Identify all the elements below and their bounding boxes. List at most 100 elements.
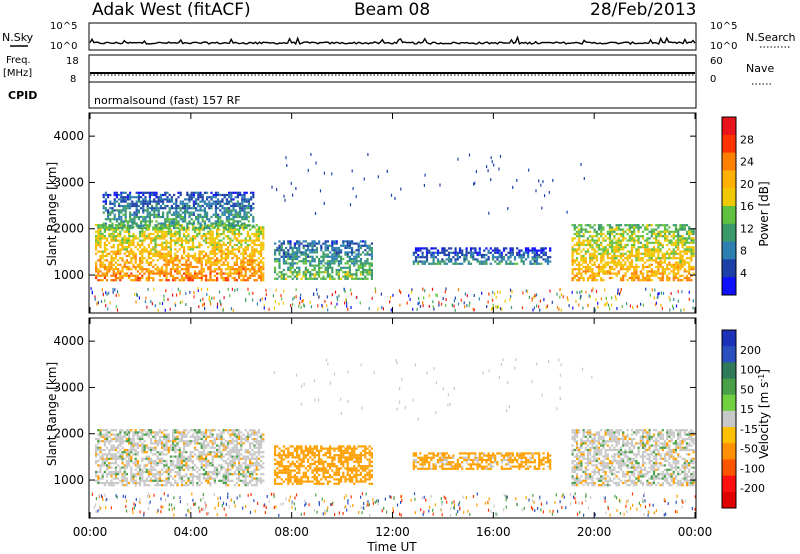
scatter-cell xyxy=(125,265,128,269)
scatter-cell xyxy=(195,215,198,219)
scatter-cell xyxy=(657,230,660,233)
scatter-cell xyxy=(132,254,135,258)
scatter-cell xyxy=(344,244,347,247)
ground-scatter-cell xyxy=(245,298,247,301)
scatter-cell xyxy=(109,224,112,227)
scatter-cell xyxy=(611,257,614,260)
scatter-cell xyxy=(106,459,109,463)
scatter-cell xyxy=(282,251,285,254)
scatter-cell xyxy=(151,204,154,208)
scatter-cell xyxy=(362,271,365,274)
ground-scatter-cell xyxy=(597,301,599,305)
scatter-cell xyxy=(211,246,214,249)
scatter-cell xyxy=(188,211,191,214)
scatter-cell xyxy=(120,193,123,197)
scatter-cell xyxy=(174,243,177,247)
scatter-cell xyxy=(289,262,292,265)
scatter-cell xyxy=(617,261,620,264)
scatter-cell xyxy=(348,268,351,272)
scatter-cell xyxy=(262,246,265,249)
scatter-cell xyxy=(142,200,145,203)
scatter-cell xyxy=(608,232,612,236)
scatter-cell xyxy=(578,228,581,231)
scatter-cell xyxy=(121,440,124,443)
scatter-cell xyxy=(571,276,574,280)
scatter-cell xyxy=(176,473,179,476)
scatter-cell xyxy=(147,455,150,458)
ground-scatter-cell xyxy=(509,297,511,301)
scatter-cell xyxy=(103,246,106,249)
ground-scatter-cell xyxy=(330,301,332,305)
scatter-cell xyxy=(117,433,120,436)
scatter-cell xyxy=(132,265,135,269)
scatter-cell xyxy=(540,247,543,250)
scatter-cell xyxy=(425,258,429,261)
ground-scatter-cell xyxy=(163,294,165,298)
scatter-cell xyxy=(112,433,115,436)
scatter-cell xyxy=(121,246,124,249)
scatter-cell xyxy=(145,451,148,454)
scatter-cell xyxy=(214,200,217,203)
scatter-cell xyxy=(172,440,175,443)
scatter-cell xyxy=(207,265,210,269)
scatter-cell xyxy=(139,429,142,432)
scatter-cell xyxy=(201,196,204,199)
scatter-cell xyxy=(659,257,662,260)
scatter-cell xyxy=(617,272,620,275)
scatter-cell xyxy=(644,279,647,282)
scatter-cell xyxy=(178,470,181,474)
scatter-cell xyxy=(278,246,281,250)
scatter-cell xyxy=(106,252,109,255)
scatter-cell xyxy=(659,248,662,251)
ground-scatter-cell xyxy=(592,287,594,291)
scatter-cell xyxy=(179,202,182,205)
scatter-cell xyxy=(652,237,656,240)
scatter-cell xyxy=(136,459,139,463)
ground-scatter-cell xyxy=(179,301,181,305)
scatter-cell xyxy=(110,475,113,478)
scatter-cell xyxy=(216,243,219,247)
scatter-cell xyxy=(287,242,290,245)
scatter-cell xyxy=(143,248,146,251)
scatter-cell xyxy=(136,241,139,244)
scatter-cell xyxy=(99,481,102,485)
scatter-cell xyxy=(222,224,225,227)
scatter-cell xyxy=(331,257,334,261)
scatter-cell xyxy=(280,275,283,278)
scatter-cell xyxy=(169,448,172,452)
scatter-cell xyxy=(108,470,111,474)
ground-scatter-cell xyxy=(469,301,471,305)
scatter-cell xyxy=(117,437,120,441)
scatter-cell xyxy=(531,247,534,250)
scatter-cell xyxy=(216,230,219,233)
scatter-cell xyxy=(597,228,601,231)
scatter-cell xyxy=(681,228,684,231)
scatter-cell xyxy=(296,251,299,254)
scatter-cell xyxy=(591,274,594,277)
scatter-cell xyxy=(97,433,100,436)
scatter-cell xyxy=(123,265,126,269)
scatter-cell xyxy=(187,246,190,249)
ground-scatter-cell xyxy=(486,305,488,309)
scatter-cell xyxy=(121,479,124,482)
scatter-cell xyxy=(235,237,238,240)
ground-scatter-cell xyxy=(600,297,602,301)
scatter-cell xyxy=(257,265,260,269)
ground-scatter-cell xyxy=(298,304,300,308)
scatter-cell xyxy=(155,226,158,230)
scatter-cell xyxy=(247,207,250,210)
scatter-cell xyxy=(243,204,246,208)
scatter-cell xyxy=(177,213,180,216)
scatter-cell xyxy=(432,247,435,250)
scatter-cell xyxy=(249,270,252,273)
scatter-cell xyxy=(617,228,620,231)
scatter-cell xyxy=(685,261,689,264)
scatter-cell xyxy=(366,273,369,276)
scatter-cell xyxy=(533,247,536,250)
scatter-cell xyxy=(582,257,585,260)
scatter-cell xyxy=(586,230,590,233)
scatter-cell xyxy=(276,249,279,252)
scatter-cell xyxy=(617,259,620,262)
scatter-cell xyxy=(650,230,653,233)
scatter-cell xyxy=(224,248,227,251)
